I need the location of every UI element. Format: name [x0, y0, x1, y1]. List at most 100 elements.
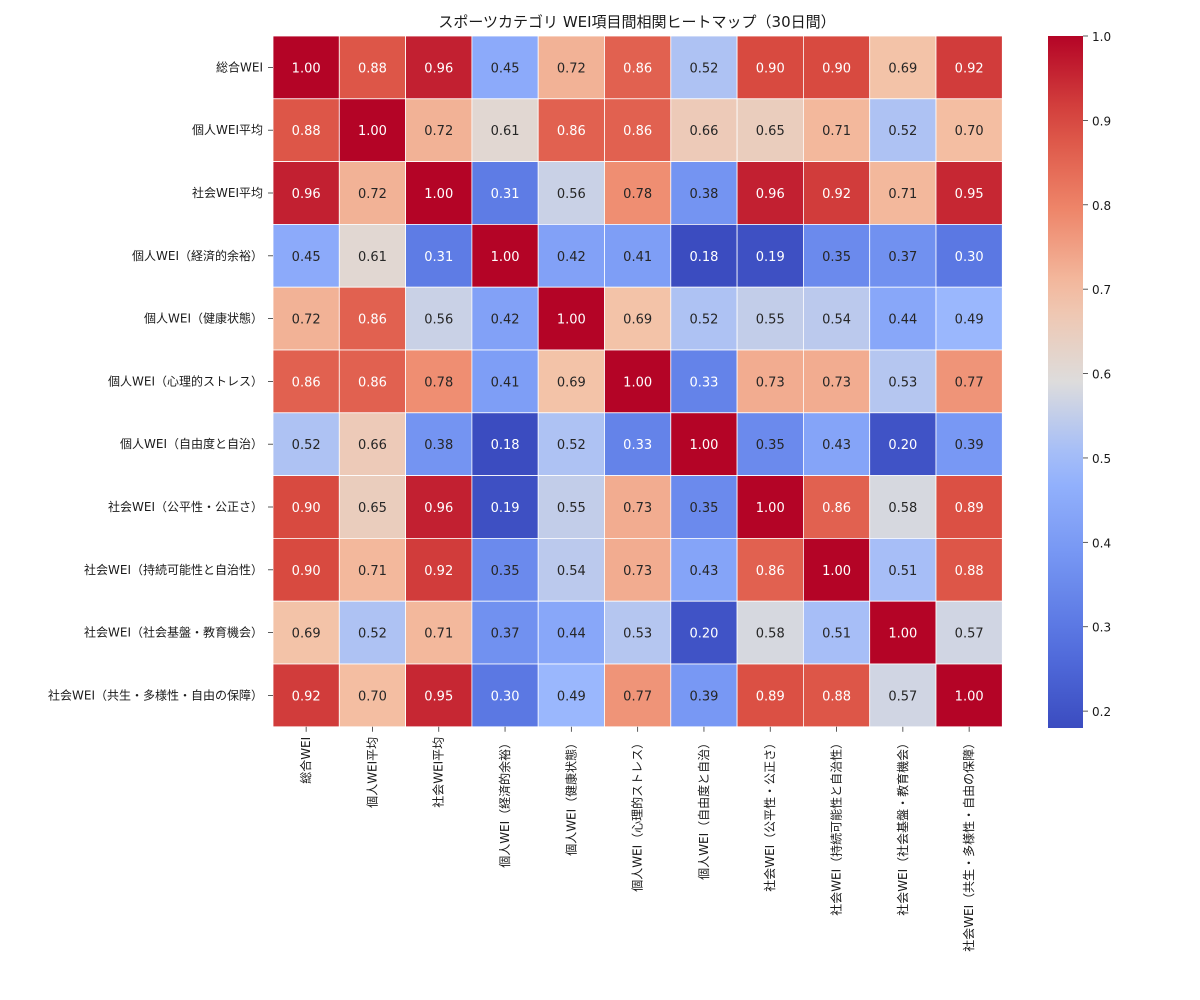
cell-value-label: 0.33: [623, 438, 652, 453]
cell-value-label: 0.56: [557, 187, 586, 202]
colorbar-tick-label: 0.7: [1092, 283, 1111, 297]
heatmap-cell: [604, 161, 672, 225]
heatmap-cell: [537, 161, 605, 225]
heatmap-cell: [736, 538, 804, 602]
cell-value-label: 0.86: [623, 61, 652, 76]
cell-value-label: 1.00: [292, 61, 321, 76]
heatmap-cell: [537, 35, 605, 100]
heatmap-cell: [471, 538, 539, 602]
cell-value-label: 0.90: [292, 501, 321, 516]
colorbar-tick-label: 0.5: [1092, 452, 1111, 466]
cell-value-label: 0.53: [888, 375, 917, 390]
heatmap-cell: [537, 663, 605, 728]
heatmap-cell: [471, 35, 539, 100]
cell-value-label: 0.44: [888, 313, 917, 328]
heatmap-cell: [405, 286, 473, 351]
cell-value-label: 0.72: [358, 187, 387, 202]
heatmap-cell: [803, 161, 871, 225]
heatmap-cell: [537, 286, 605, 351]
heatmap-cell: [272, 600, 340, 665]
heatmap-cell: [338, 98, 406, 163]
heatmap-cell: [670, 475, 738, 539]
heatmap-cell: [272, 98, 340, 163]
heatmap-cell: [604, 600, 672, 665]
cell-value-label: 0.90: [756, 61, 785, 76]
heatmap-cell: [405, 600, 473, 665]
heatmap-cell: [405, 223, 473, 288]
y-tick-label: 社会WEI（社会基盤・教育機会）: [84, 625, 263, 640]
cell-value-label: 0.42: [491, 313, 520, 328]
cell-value-label: 0.69: [623, 313, 652, 328]
x-tick-label: 個人WEI（経済的余裕）: [497, 737, 512, 868]
heatmap-cell: [869, 412, 937, 476]
cell-value-label: 0.95: [424, 689, 453, 704]
cell-value-label: 0.41: [623, 250, 652, 265]
cell-value-label: 1.00: [955, 689, 984, 704]
cell-value-label: 0.43: [689, 564, 718, 579]
heatmap-cell: [803, 98, 871, 163]
cell-value-label: 0.35: [689, 501, 718, 516]
cell-value-label: 0.49: [955, 313, 984, 328]
heatmap-cell: [405, 161, 473, 225]
cell-value-label: 0.89: [756, 689, 785, 704]
y-tick-label: 社会WEI（持続可能性と自治性）: [84, 562, 263, 577]
heatmap-cell: [803, 349, 871, 414]
cell-value-label: 0.49: [557, 689, 586, 704]
cell-value-label: 0.39: [689, 689, 718, 704]
cell-value-label: 0.45: [491, 61, 520, 76]
heatmap-cell: [272, 286, 340, 351]
cell-value-label: 0.73: [623, 501, 652, 516]
cell-value-label: 0.57: [888, 689, 917, 704]
heatmap-cell: [670, 161, 738, 225]
y-tick-label: 社会WEI（共生・多様性・自由の保障）: [48, 687, 263, 702]
cell-value-label: 0.42: [557, 250, 586, 265]
cell-value-label: 0.31: [491, 187, 520, 202]
heatmap-cell: [869, 286, 937, 351]
cell-value-label: 0.65: [756, 124, 785, 139]
heatmap-cell: [604, 98, 672, 163]
x-tick-label: 個人WEI（自由度と自治）: [696, 737, 711, 880]
heatmap-cell: [935, 412, 1003, 476]
cell-value-label: 0.57: [955, 627, 984, 642]
heatmap-cell: [338, 35, 406, 100]
y-tick-label: 社会WEI（公平性・公正さ）: [108, 499, 263, 514]
cell-value-label: 0.66: [358, 438, 387, 453]
cell-value-label: 0.86: [822, 501, 851, 516]
heatmap-cell: [803, 663, 871, 728]
cell-value-label: 0.92: [955, 61, 984, 76]
heatmap-cell: [803, 600, 871, 665]
cell-value-label: 0.52: [888, 124, 917, 139]
x-tick-label: 個人WEI平均: [365, 737, 379, 808]
heatmap-cell: [338, 475, 406, 539]
cell-value-label: 0.35: [491, 564, 520, 579]
heatmap-cell: [869, 223, 937, 288]
colorbar-tick-label: 0.3: [1092, 621, 1111, 635]
heatmap-cell: [272, 161, 340, 225]
heatmap-cell: [670, 223, 738, 288]
cell-value-label: 0.71: [888, 187, 917, 202]
cell-value-label: 0.65: [358, 501, 387, 516]
cell-value-label: 1.00: [822, 564, 851, 579]
cell-value-label: 0.54: [822, 313, 851, 328]
heatmap-cell: [272, 663, 340, 728]
heatmap-cell: [405, 98, 473, 163]
cell-value-label: 1.00: [358, 124, 387, 139]
heatmap-cell: [736, 98, 804, 163]
cell-value-label: 0.69: [292, 627, 321, 642]
heatmap-cells: 1.00 0.88 0.96 0.45 0.72 0.86 0.52 0.90 0.90 0.69…: [272, 35, 1003, 728]
heatmap-cell: [471, 223, 539, 288]
heatmap-cell: [338, 223, 406, 288]
cell-value-label: 0.61: [491, 124, 520, 139]
cell-value-label: 0.43: [822, 438, 851, 453]
cell-value-label: 0.71: [358, 564, 387, 579]
heatmap-cell: [471, 286, 539, 351]
cell-value-label: 0.72: [557, 61, 586, 76]
y-tick-label: 個人WEI（自由度と自治）: [120, 436, 263, 451]
colorbar-ticks: 0.2 0.3 0.4 0.5 0.6 0.7 0.8 0.9 1.0: [1083, 30, 1111, 719]
heatmap-cell: [869, 98, 937, 163]
cell-value-label: 0.71: [822, 124, 851, 139]
heatmap-cell: [736, 412, 804, 476]
heatmap-cell: [935, 223, 1003, 288]
cell-value-label: 0.20: [888, 438, 917, 453]
